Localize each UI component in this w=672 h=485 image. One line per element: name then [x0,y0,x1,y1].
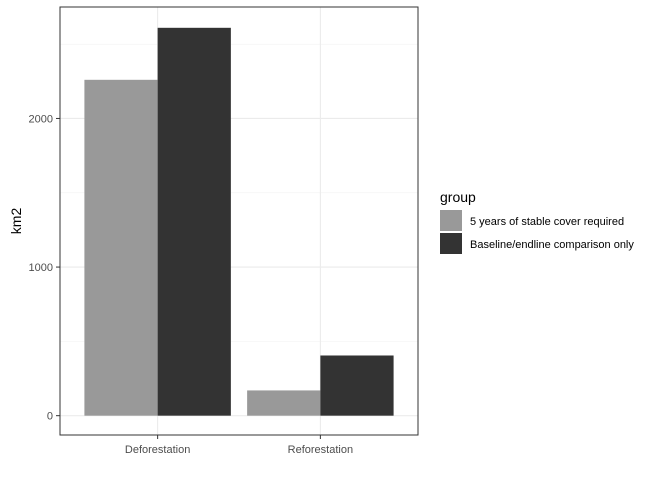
y-axis: 0 1000 2000 [29,113,60,423]
legend-key [440,210,462,231]
legend-label: Baseline/endline comparison only [470,239,634,251]
legend-title: group [440,189,476,205]
y-tick-label: 2000 [29,113,53,125]
legend: group 5 years of stable cover required Ba… [440,189,634,254]
plot-border [59,6,419,436]
y-tick-label: 0 [47,411,53,423]
bar [247,390,321,416]
y-axis-label: km2 [8,208,24,235]
y-tick-label: 1000 [29,262,53,274]
legend-key [440,233,462,254]
bars [84,27,394,416]
bar [157,27,231,416]
x-tick-label: Reforestation [288,444,353,456]
x-tick-label: Deforestation [125,444,190,456]
x-axis: Deforestation Reforestation [125,435,353,456]
legend-label: 5 years of stable cover required [470,216,624,228]
bar [84,79,158,416]
bar [320,355,394,416]
